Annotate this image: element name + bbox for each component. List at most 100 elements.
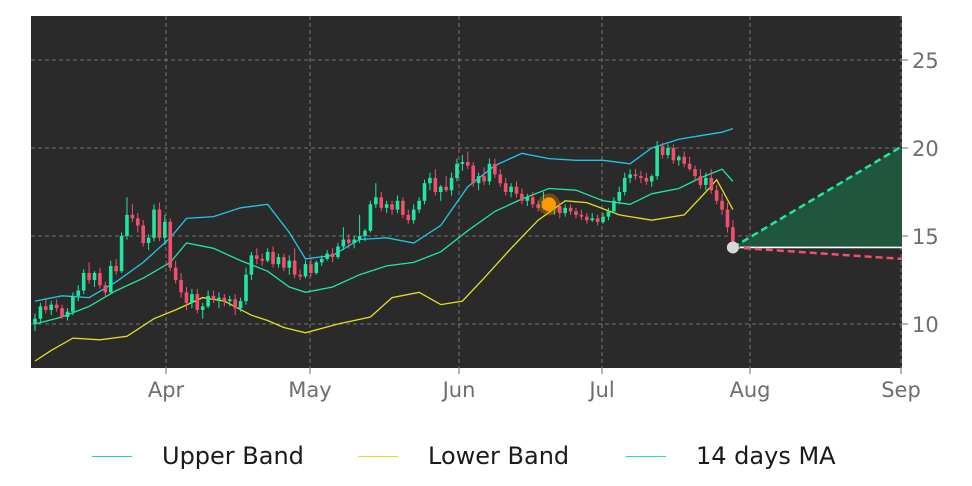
highlight-marker bbox=[541, 197, 556, 212]
candle-body bbox=[498, 174, 503, 184]
candle-body bbox=[590, 218, 595, 221]
candle-body bbox=[49, 304, 54, 310]
candle-body bbox=[644, 177, 649, 182]
candle-body bbox=[195, 294, 200, 310]
candle-body bbox=[233, 299, 237, 309]
candle-body bbox=[676, 156, 681, 161]
candle-body bbox=[141, 225, 145, 244]
candle-body bbox=[530, 197, 535, 205]
y-tick-label: 15 bbox=[912, 225, 939, 249]
candle-body bbox=[449, 177, 454, 191]
candle-body bbox=[244, 274, 248, 302]
candle-body bbox=[709, 177, 714, 191]
candle-body bbox=[460, 162, 465, 164]
candle-body bbox=[98, 272, 102, 286]
candle-body bbox=[525, 197, 530, 201]
candle-body bbox=[38, 306, 43, 319]
candle-body bbox=[406, 214, 411, 221]
candle-body bbox=[260, 258, 265, 261]
candle-body bbox=[428, 177, 432, 184]
last-price-marker bbox=[726, 241, 739, 254]
candle-body bbox=[384, 204, 389, 208]
candle-body bbox=[579, 214, 584, 217]
candle-body bbox=[222, 297, 227, 302]
candle-body bbox=[336, 246, 340, 258]
candle-body bbox=[108, 265, 113, 293]
candle-body bbox=[455, 163, 459, 178]
candle-body bbox=[595, 218, 600, 222]
candle-body bbox=[130, 214, 135, 219]
candle-body bbox=[81, 272, 86, 291]
x-tick-label: Apr bbox=[148, 378, 185, 402]
candle-body bbox=[557, 206, 562, 214]
candle-body bbox=[71, 295, 75, 312]
candle-body bbox=[628, 174, 632, 178]
candle-body bbox=[509, 186, 513, 192]
candle-body bbox=[731, 227, 735, 245]
candle-body bbox=[482, 176, 486, 182]
candle-body bbox=[292, 260, 297, 275]
candle-body bbox=[585, 216, 589, 221]
candle-body bbox=[92, 272, 97, 280]
candle-body bbox=[612, 200, 616, 212]
legend-label-ma: 14 days MA bbox=[696, 442, 836, 470]
candle-body bbox=[390, 204, 394, 210]
candle-body bbox=[60, 308, 64, 317]
candle-body bbox=[633, 174, 638, 177]
candle-body bbox=[411, 209, 416, 221]
candle-body bbox=[476, 176, 481, 184]
candle-body bbox=[44, 306, 48, 310]
candle-body bbox=[682, 156, 686, 164]
forecast-lower-line bbox=[732, 246, 903, 261]
candle-body bbox=[466, 162, 470, 166]
candle-body bbox=[622, 177, 627, 192]
candle-body bbox=[574, 211, 578, 215]
candle-body bbox=[168, 221, 173, 268]
candle-body bbox=[211, 295, 216, 300]
legend-label-lower-band: Lower Band bbox=[428, 442, 570, 470]
y-tick-label: 10 bbox=[912, 313, 939, 337]
candle-body bbox=[374, 197, 378, 205]
candle-body bbox=[114, 265, 118, 272]
x-tick-label: Sep bbox=[881, 378, 921, 402]
grid bbox=[31, 16, 902, 368]
legend: Upper Band Lower Band 14 days MA bbox=[0, 436, 972, 476]
candle-body bbox=[271, 251, 275, 265]
candle-body bbox=[671, 148, 676, 161]
candle-body bbox=[200, 306, 205, 310]
candle-body bbox=[438, 186, 443, 192]
candle-body bbox=[255, 255, 259, 259]
candle-body bbox=[487, 163, 492, 182]
legend-item-lower-band: Lower Band bbox=[358, 436, 569, 476]
candle-body bbox=[303, 264, 308, 277]
candle-body bbox=[639, 176, 643, 178]
candle-body bbox=[649, 176, 654, 182]
candle-body bbox=[157, 209, 162, 238]
legend-label-upper-band: Upper Band bbox=[162, 442, 304, 470]
candle-body bbox=[433, 177, 438, 192]
candle-body bbox=[163, 221, 167, 238]
legend-line-ma bbox=[626, 455, 666, 457]
candle-body bbox=[184, 292, 189, 303]
candle-body bbox=[179, 280, 183, 293]
candle-body bbox=[568, 207, 573, 212]
candle-body bbox=[346, 239, 351, 244]
legend-line-lower-band bbox=[358, 455, 398, 457]
candle-body bbox=[319, 258, 324, 263]
candle-body bbox=[444, 186, 448, 191]
candle-body bbox=[379, 197, 384, 208]
candle-body bbox=[617, 192, 622, 201]
candle-body bbox=[325, 253, 329, 259]
candle-body bbox=[687, 163, 692, 170]
candle-body bbox=[135, 218, 140, 226]
x-tick-label: Jul bbox=[587, 378, 614, 402]
x-tick-label: Aug bbox=[729, 378, 770, 402]
candle-body bbox=[714, 190, 719, 201]
lower-band-line bbox=[34, 178, 734, 362]
candle-body bbox=[173, 267, 178, 280]
legend-line-upper-band bbox=[92, 455, 132, 457]
forecast-group bbox=[732, 145, 903, 261]
candle-body bbox=[352, 239, 356, 244]
ma-line bbox=[34, 168, 734, 325]
candle-body bbox=[660, 146, 665, 156]
